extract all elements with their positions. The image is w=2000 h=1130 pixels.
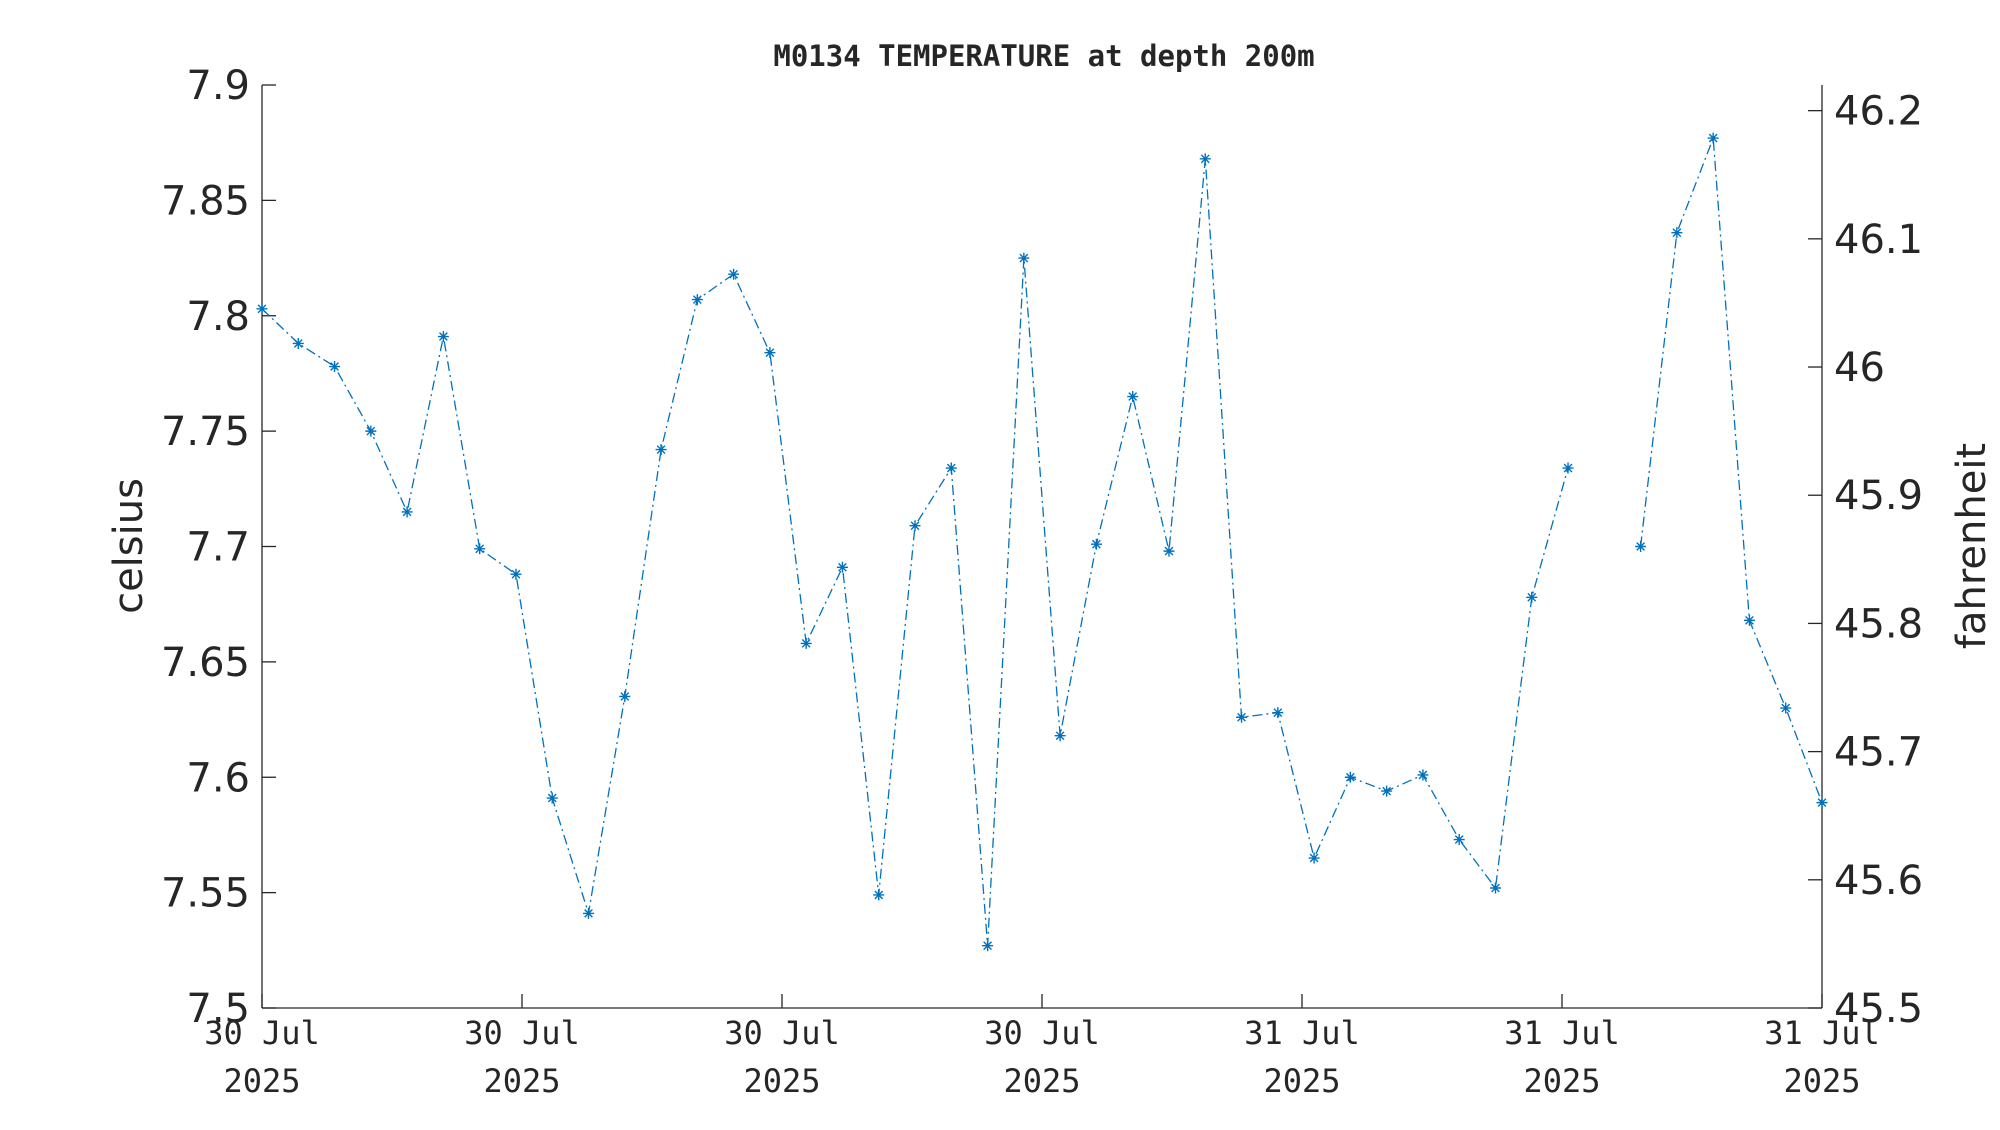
data-point [1272,707,1284,719]
y-tick-label-right: 45.7 [1834,730,1923,776]
data-point [365,425,377,437]
data-point [1780,702,1792,714]
data-point [1163,545,1175,557]
data-point [1671,227,1683,239]
data-point [691,294,703,306]
chart-title: M0134 TEMPERATURE at depth 200m [773,39,1314,73]
x-tick-label-year: 2025 [1783,1062,1860,1100]
data-point [619,690,631,702]
y-axis-label-left: celsius [106,478,152,614]
data-point [1127,391,1139,403]
data-point [1526,591,1538,603]
y-tick-label-left: 7.75 [161,409,250,455]
data-point [329,361,341,373]
x-tick-label-date: 31 Jul [1764,1014,1880,1052]
x-tick-label-date: 31 Jul [1504,1014,1620,1052]
x-tick-label-year: 2025 [223,1062,300,1100]
y-tick-label-right: 45.9 [1834,473,1923,519]
data-point [1381,785,1393,797]
data-point [1344,771,1356,783]
y-tick-label-right: 45.8 [1834,601,1923,647]
data-point [800,637,812,649]
data-point [728,268,740,280]
y-tick-label-left: 7.55 [161,871,250,917]
data-point [510,568,522,580]
x-tick-label-date: 30 Jul [724,1014,840,1052]
temperature-series [256,132,1828,952]
y-tick-label-left: 7.5 [186,986,250,1032]
data-point [982,940,994,952]
data-point [1743,614,1755,626]
y-axis-label-right: fahrenheit [1949,443,1995,649]
data-point [1707,132,1719,144]
x-tick-label-year: 2025 [743,1062,820,1100]
series-line [261,158,1569,946]
y-tick-label-right: 46.2 [1834,89,1923,135]
x-tick-label-date: 31 Jul [1244,1014,1360,1052]
y-tick-label-left: 7.9 [186,63,250,109]
y-tick-label-left: 7.65 [161,640,250,686]
x-tick-label-year: 2025 [1263,1062,1340,1100]
x-tick-label-date: 30 Jul [204,1014,320,1052]
data-point [474,543,486,555]
data-point [292,337,304,349]
data-point [256,303,268,315]
data-point [437,331,449,343]
y-tick-label-left: 7.6 [186,755,250,801]
y-tick-label-left: 7.85 [161,178,250,224]
data-point [655,444,667,456]
data-point [1018,252,1030,264]
data-point [1562,462,1574,474]
data-point [401,506,413,518]
y-tick-label-left: 7.8 [186,294,250,340]
data-point [1236,711,1248,723]
y-tick-label-right: 45.6 [1834,858,1923,904]
data-point [1489,882,1501,894]
data-point [836,561,848,573]
x-tick-label-year: 2025 [1003,1062,1080,1100]
data-point [1199,153,1211,165]
data-point [764,347,776,359]
data-point [1816,797,1828,809]
data-point [1417,769,1429,781]
x-tick-label-date: 30 Jul [984,1014,1100,1052]
y-tick-label-right: 46 [1834,345,1885,391]
data-point [909,520,921,532]
series-line [1639,137,1823,803]
y-tick-label-left: 7.7 [186,525,250,571]
data-point [873,889,885,901]
y-tick-label-right: 46.1 [1834,217,1923,263]
data-point [583,907,595,919]
data-point [945,462,957,474]
data-point [1054,730,1066,742]
data-point [1090,538,1102,550]
axes: 7.5 7.55 7.6 7.65 7.7 7.75 7.8 7.85 7.9 45.5 45.6 4… [161,63,1923,1100]
data-point [1635,541,1647,552]
x-tick-label-date: 30 Jul [464,1014,580,1052]
x-tick-label-year: 2025 [483,1062,560,1100]
data-point [546,792,558,804]
data-point [1453,834,1465,846]
x-tick-label-year: 2025 [1523,1062,1600,1100]
y-tick-label-right: 45.5 [1834,986,1923,1032]
data-point [1308,852,1320,864]
